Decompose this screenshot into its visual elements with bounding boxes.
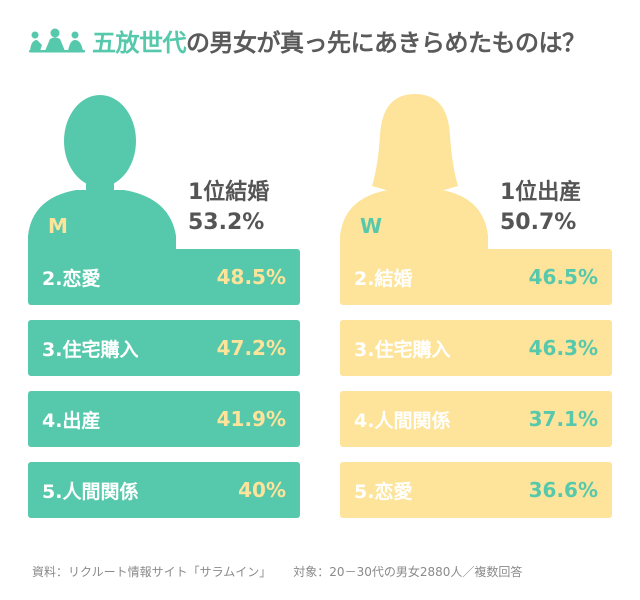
female-rank-bar: 5.恋愛 36.6% — [340, 462, 612, 518]
rank-label: 4.人間関係 — [354, 409, 451, 432]
female-rank-list: 2.結婚 46.5% 3.住宅購入 46.3% 4.人間関係 37.1% 5.恋… — [340, 249, 612, 533]
footer-note: 資料：リクルート情報サイト「サラムイン」 対象：20－30代の男女2880人／複数… — [32, 563, 522, 580]
female-panel: W 1位出産 50.7% 2.結婚 46.5% 3.住宅購入 46.3% 4.人… — [340, 86, 612, 526]
rank-label: 2.結婚 — [354, 267, 413, 290]
title-row: 五放世代の男女が真っ先にあきらめたものは？ — [28, 22, 586, 58]
rank-label: 5.人間関係 — [42, 480, 139, 503]
source-note: 資料：リクルート情報サイト「サラムイン」 — [32, 565, 272, 579]
rank-value: 47.2% — [216, 336, 286, 360]
target-note: 対象：20－30代の男女2880人／複数回答 — [293, 565, 523, 579]
rank-value: 41.9% — [216, 407, 286, 431]
female-letter: W — [360, 214, 383, 238]
male-silhouette-icon — [28, 95, 176, 254]
male-top-label: 1位結婚 — [188, 180, 270, 205]
title-rest: の男女が真っ先にあきらめたものは？ — [186, 28, 586, 57]
rank-value: 46.3% — [528, 336, 598, 360]
rank-value: 37.1% — [528, 407, 598, 431]
rank-label: 4.出産 — [42, 409, 101, 432]
rank-value: 36.6% — [528, 478, 598, 502]
rank-label: 3.住宅購入 — [42, 338, 139, 361]
rank-label: 5.恋愛 — [354, 480, 413, 503]
male-top-rank: 1位結婚 53.2% — [188, 178, 269, 238]
male-letter: M — [48, 214, 68, 238]
rank-label: 3.住宅購入 — [354, 338, 451, 361]
female-top-value: 50.7% — [500, 210, 577, 235]
chart-title: 五放世代の男女が真っ先にあきらめたものは？ — [92, 23, 586, 58]
rank-value: 46.5% — [528, 265, 598, 289]
rank-value: 48.5% — [216, 265, 286, 289]
female-top-rank: 1位出産 50.7% — [500, 178, 581, 238]
male-rank-bar: 4.出産 41.9% — [28, 391, 300, 447]
female-rank-bar: 2.結婚 46.5% — [340, 249, 612, 305]
female-rank-bar: 3.住宅購入 46.3% — [340, 320, 612, 376]
male-rank-bar: 3.住宅購入 47.2% — [28, 320, 300, 376]
people-logo-icon — [29, 28, 85, 53]
male-rank-bar: 2.恋愛 48.5% — [28, 249, 300, 305]
female-silhouette-icon — [340, 94, 488, 254]
male-top-value: 53.2% — [188, 210, 265, 235]
female-top-label: 1位出産 — [500, 180, 582, 205]
male-rank-bar: 5.人間関係 40% — [28, 462, 300, 518]
rank-label: 2.恋愛 — [42, 267, 101, 290]
rank-value: 40% — [238, 478, 286, 502]
male-panel: M 1位結婚 53.2% 2.恋愛 48.5% 3.住宅購入 47.2% 4.出… — [28, 86, 300, 526]
female-rank-bar: 4.人間関係 37.1% — [340, 391, 612, 447]
male-rank-list: 2.恋愛 48.5% 3.住宅購入 47.2% 4.出産 41.9% 5.人間関… — [28, 249, 300, 533]
title-accent: 五放世代 — [92, 28, 187, 57]
